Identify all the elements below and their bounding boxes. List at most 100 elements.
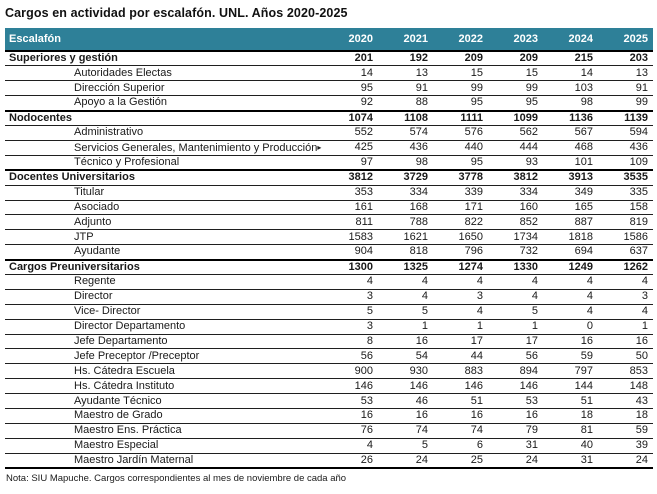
value-cell: 99	[488, 80, 543, 97]
value-cell: 1136	[543, 109, 598, 126]
value-cell: 56	[488, 348, 543, 365]
page-title: Cargos en actividad por escalafón. UNL. …	[5, 6, 348, 20]
value-cell: 18	[598, 408, 653, 424]
column-header-2023: 2023	[513, 33, 538, 45]
value-cell: 24	[598, 453, 653, 470]
value-cell: 4	[543, 274, 598, 290]
value-cell: 4	[323, 438, 378, 454]
value-cell: 95	[433, 95, 488, 112]
table-row: Maestro Especial 4 5 6 31 40 39	[5, 438, 653, 454]
value-cell: 4	[433, 304, 488, 320]
value-cell: 160	[488, 200, 543, 216]
value-cell: 694	[543, 244, 598, 261]
value-cell: 16	[433, 408, 488, 424]
value-cell: 552	[323, 125, 378, 141]
value-cell: 16	[378, 408, 433, 424]
row-label: Maestro Ens. Práctica	[5, 423, 323, 439]
source-note: Nota: SIU Mapuche. Cargos correspondient…	[6, 473, 347, 485]
value-cell: 818	[378, 244, 433, 261]
value-cell: 31	[543, 453, 598, 470]
value-cell: 594	[598, 125, 653, 141]
row-label: JTP	[5, 229, 323, 246]
value-cell: 51	[543, 393, 598, 409]
value-cell: 1	[488, 319, 543, 335]
row-label: Hs. Cátedra Escuela	[5, 363, 323, 380]
row-label: Hs. Cátedra Instituto	[5, 378, 323, 395]
value-cell: 209	[433, 50, 488, 67]
value-cell: 894	[488, 363, 543, 380]
value-cell: 25	[433, 453, 488, 470]
value-cell: 822	[433, 214, 488, 231]
value-cell: 1074	[323, 109, 378, 126]
table-row: Dirección Superior 95 91 99 99 103 91	[5, 80, 653, 97]
value-cell: 5	[378, 438, 433, 454]
value-cell: 97	[323, 155, 378, 171]
value-cell: 1330	[488, 258, 543, 275]
value-cell: 15	[488, 65, 543, 82]
value-cell: 88	[378, 95, 433, 112]
value-cell: 468	[543, 140, 598, 156]
value-cell: 5	[378, 304, 433, 320]
row-label: Ayudante Técnico	[5, 393, 323, 409]
table-row: Maestro Ens. Práctica 76 74 74 79 81 59	[5, 423, 653, 439]
value-cell: 0	[543, 319, 598, 335]
value-cell: 59	[598, 423, 653, 439]
row-label: Autoridades Electas	[5, 65, 323, 82]
value-cell: 1262	[598, 258, 653, 275]
table-row: JTP 1583 1621 1650 1734 1818 1586	[5, 229, 653, 246]
value-cell: 1586	[598, 229, 653, 246]
row-label: Jefe Preceptor /Preceptor	[5, 348, 323, 365]
value-cell: 95	[488, 95, 543, 112]
value-cell: 3812	[488, 169, 543, 186]
value-cell: 91	[378, 80, 433, 97]
row-label: Director	[5, 289, 323, 305]
value-cell: 215	[543, 50, 598, 67]
value-cell: 797	[543, 363, 598, 380]
value-cell: 16	[378, 334, 433, 350]
value-cell: 161	[323, 200, 378, 216]
value-cell: 24	[488, 453, 543, 470]
row-label: Servicios Generales, Mantenimiento y Pro…	[5, 140, 323, 156]
value-cell: 4	[598, 274, 653, 290]
value-cell: 146	[433, 378, 488, 395]
value-cell: 99	[433, 80, 488, 97]
value-cell: 335	[598, 185, 653, 201]
value-cell: 4	[543, 289, 598, 305]
value-cell: 203	[598, 50, 653, 67]
value-cell: 440	[433, 140, 488, 156]
value-cell: 15	[433, 65, 488, 82]
value-cell: 3778	[433, 169, 488, 186]
value-cell: 819	[598, 214, 653, 231]
value-cell: 3	[323, 289, 378, 305]
row-label: Adjunto	[5, 214, 323, 231]
value-cell: 24	[378, 453, 433, 470]
value-cell: 13	[598, 65, 653, 82]
value-cell: 444	[488, 140, 543, 156]
table-row: Vice- Director 5 5 4 5 4 4	[5, 304, 653, 320]
value-cell: 339	[433, 185, 488, 201]
row-label: Titular	[5, 185, 323, 201]
table-row: Jefe Preceptor /Preceptor 56 54 44 56 59 50	[5, 348, 653, 365]
table-row: Regente 4 4 4 4 4 4	[5, 274, 653, 290]
section-total-row: Cargos Preuniversitarios 1300 1325 1274 1330…	[5, 258, 653, 275]
value-cell: 436	[378, 140, 433, 156]
value-cell: 98	[543, 95, 598, 112]
value-cell: 334	[378, 185, 433, 201]
table-row: Autoridades Electas 14 13 15 15 14 13	[5, 65, 653, 82]
table-row: Hs. Cátedra Instituto 146 146 146 146 144 148	[5, 378, 653, 395]
table-row: Jefe Departamento 8 16 17 17 16 16	[5, 334, 653, 350]
value-cell: 146	[323, 378, 378, 395]
table-row: Adjunto 811 788 822 852 887 819	[5, 214, 653, 231]
table-row: Apoyo a la Gestión 92 88 95 95 98 99	[5, 95, 653, 112]
value-cell: 796	[433, 244, 488, 261]
value-cell: 26	[323, 453, 378, 470]
table-row: Administrativo 552 574 576 562 567 594	[5, 125, 653, 141]
value-cell: 811	[323, 214, 378, 231]
value-cell: 13	[378, 65, 433, 82]
value-cell: 1249	[543, 258, 598, 275]
row-label: Dirección Superior	[5, 80, 323, 97]
value-cell: 4	[598, 304, 653, 320]
value-cell: 887	[543, 214, 598, 231]
row-label: Maestro Jardín Maternal	[5, 453, 323, 470]
row-label: Asociado	[5, 200, 323, 216]
